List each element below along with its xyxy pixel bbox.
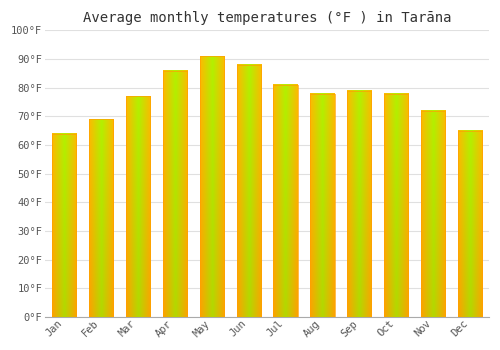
Title: Average monthly temperatures (°F ) in Tarāna: Average monthly temperatures (°F ) in Ta… [83, 11, 452, 25]
